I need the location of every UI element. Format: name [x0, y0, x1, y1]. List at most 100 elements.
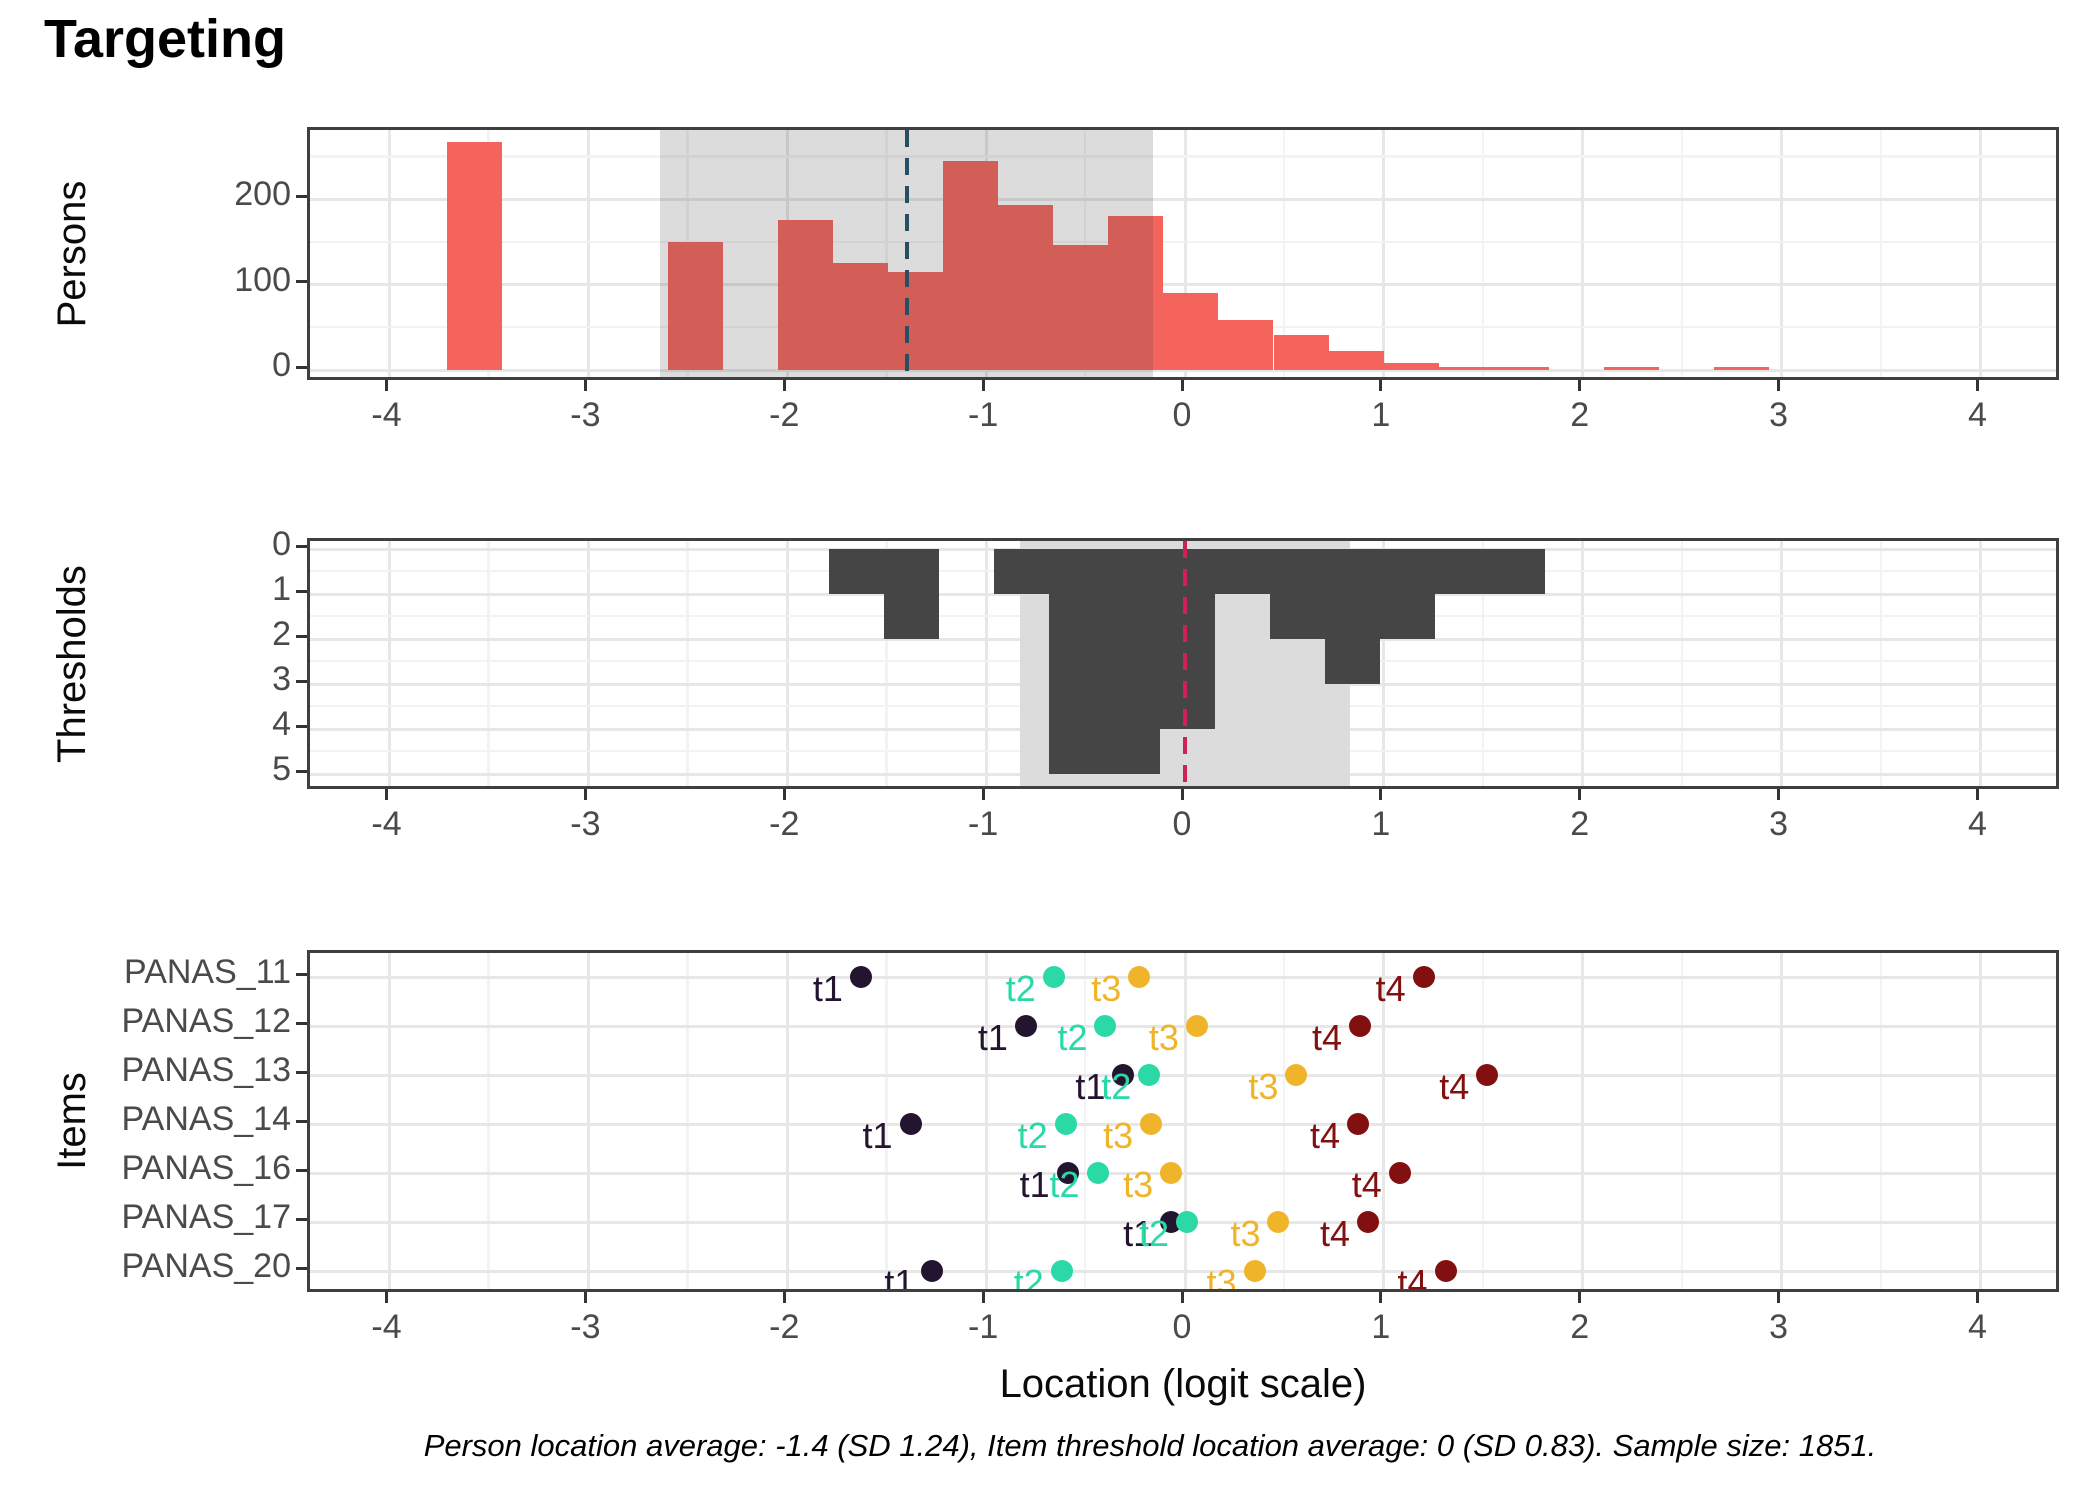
y-axis-tick — [296, 634, 307, 638]
threshold-dot-t2 — [1138, 1064, 1161, 1087]
x-tick-label: 4 — [1967, 396, 1987, 434]
threshold-label-t3: t3 — [1206, 1262, 1237, 1289]
threshold-dot-t2 — [1054, 1113, 1077, 1136]
threshold-label-t4: t4 — [1439, 1066, 1470, 1108]
y-tick-label: PANAS_12 — [121, 1002, 291, 1041]
x-axis-tick — [583, 789, 587, 800]
threshold-label-t2: t2 — [1049, 1164, 1080, 1206]
gridline-x-minor — [1680, 130, 1684, 377]
threshold-dot-t1 — [849, 966, 872, 988]
threshold-label-t1: t1 — [977, 1017, 1008, 1059]
gridline-x-major — [1183, 130, 1187, 377]
gridline-x-minor — [1481, 541, 1485, 786]
x-tick-label: 1 — [1371, 396, 1391, 434]
threshold-histogram-bar — [1379, 549, 1435, 639]
gridline-x-major — [785, 541, 789, 786]
person-histogram-bar — [887, 271, 943, 370]
x-axis-tick — [981, 789, 985, 800]
threshold-dot-t3 — [1185, 1015, 1208, 1038]
y-axis-tick — [296, 1266, 307, 1270]
threshold-dot-t4 — [1412, 966, 1435, 988]
threshold-label-t4: t4 — [1310, 1115, 1341, 1157]
threshold-label-t3: t3 — [1230, 1213, 1261, 1255]
x-axis-tick — [981, 380, 985, 391]
threshold-dot-t1 — [1056, 1162, 1079, 1185]
x-tick-label: 4 — [1967, 805, 1987, 843]
gridline-x-major — [1780, 541, 1784, 786]
y-tick-label: PANAS_16 — [121, 1149, 291, 1188]
threshold-label-t1: t1 — [812, 968, 843, 1009]
gridline-y-major — [310, 1073, 2056, 1077]
gridline-x-minor — [885, 541, 888, 786]
threshold-dot-t3 — [1140, 1113, 1163, 1136]
gridline-y-major — [310, 1269, 2056, 1273]
gridline-x-major — [388, 953, 392, 1289]
x-tick-label: -2 — [769, 396, 800, 434]
threshold-dot-t1 — [1112, 1064, 1135, 1087]
person-histogram-bar — [832, 262, 888, 370]
threshold-dot-t4 — [1356, 1211, 1379, 1234]
person-histogram-bar — [998, 205, 1054, 370]
threshold-label-t2: t2 — [1005, 968, 1036, 1009]
gridline-x-major — [1382, 541, 1386, 786]
threshold-label-t3: t3 — [1091, 968, 1122, 1009]
y-tick-label: 3 — [272, 660, 291, 698]
threshold-histogram-bar — [1269, 549, 1325, 639]
gridline-x-major — [1581, 953, 1585, 1289]
gridline-x-major — [1780, 953, 1784, 1289]
x-tick-label: -2 — [769, 805, 800, 843]
y-axis-title-persons: Persons — [50, 180, 94, 327]
threshold-dot-t2 — [1094, 1015, 1117, 1038]
threshold-label-t2: t2 — [1138, 1213, 1169, 1255]
gridline-x-minor — [885, 130, 888, 377]
threshold-label-t1: t1 — [1123, 1213, 1154, 1255]
person-histogram-bar — [942, 161, 999, 370]
x-tick-label: -1 — [968, 1308, 999, 1346]
gridline-y-major — [310, 1122, 2056, 1126]
x-tick-label: -4 — [371, 805, 402, 843]
x-tick-label: 2 — [1570, 396, 1590, 434]
y-axis-tick — [296, 769, 307, 773]
threshold-histogram-bar — [1214, 549, 1270, 594]
gridline-x-minor — [487, 953, 490, 1289]
gridline-x-major — [586, 541, 590, 786]
y-tick-label: PANAS_20 — [121, 1247, 291, 1286]
threshold-label-t3: t3 — [1248, 1066, 1279, 1108]
gridline-x-major — [1780, 130, 1784, 377]
y-axis-tick — [296, 194, 307, 198]
threshold-histogram-bar — [1049, 549, 1105, 774]
panel-persons-histogram — [307, 127, 2059, 380]
gridline-x-minor — [1879, 953, 1882, 1289]
gridline-x-major — [1978, 130, 1982, 377]
x-axis-tick — [1975, 1292, 1979, 1303]
threshold-dot-t1 — [921, 1260, 944, 1283]
x-tick-label: 0 — [1172, 396, 1192, 434]
threshold-label-t2: t2 — [1101, 1066, 1132, 1108]
x-axis-tick — [1578, 1292, 1582, 1303]
x-tick-label: -3 — [570, 396, 601, 434]
x-tick-label: 3 — [1769, 396, 1789, 434]
x-axis-tick — [1975, 789, 1979, 800]
gridline-x-minor — [1879, 130, 1882, 377]
gridline-y-major — [310, 197, 2056, 201]
gridline-x-minor — [1481, 953, 1485, 1289]
gridline-x-major — [586, 953, 590, 1289]
gridline-x-minor — [1680, 541, 1684, 786]
y-tick-label: 2 — [272, 615, 291, 653]
x-axis-tick — [981, 1292, 985, 1303]
gridline-x-minor — [686, 953, 689, 1289]
threshold-dot-t3 — [1267, 1211, 1290, 1234]
threshold-dot-t4 — [1349, 1015, 1371, 1038]
x-tick-label: 2 — [1570, 1308, 1590, 1346]
y-axis-tick — [296, 1217, 307, 1221]
y-axis-tick — [296, 972, 307, 976]
y-tick-label: 4 — [272, 705, 291, 743]
y-axis-tick — [296, 1168, 307, 1172]
gridline-x-major — [1183, 953, 1187, 1289]
threshold-histogram-bar — [884, 549, 940, 639]
person-histogram-bar — [1604, 367, 1660, 370]
x-tick-label: -4 — [371, 1308, 402, 1346]
figure-caption: Person location average: -1.4 (SD 1.24),… — [423, 1428, 1877, 1463]
y-tick-label: 100 — [234, 260, 291, 299]
gridline-x-major — [388, 541, 392, 786]
